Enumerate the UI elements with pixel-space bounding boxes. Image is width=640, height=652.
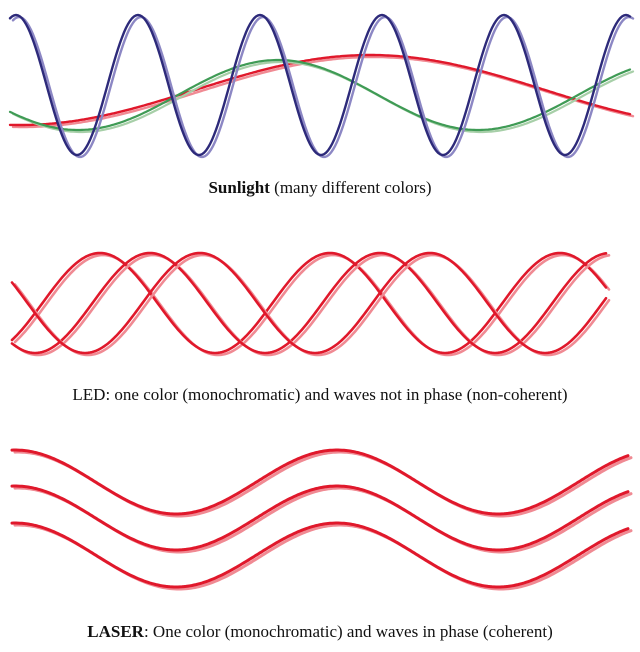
sunlight-green-wave <box>8 58 632 132</box>
led-waves <box>10 251 611 357</box>
led-caption-text: : one color (monochromatic) and waves no… <box>105 385 568 404</box>
sunlight-blue-wave <box>8 13 632 157</box>
led-wave-2 <box>10 251 608 355</box>
sunlight-caption: Sunlight (many different colors) <box>0 178 640 198</box>
led-wave-1 <box>10 251 608 355</box>
led-panel: LED: one color (monochromatic) and waves… <box>0 230 640 420</box>
laser-wave-1-shadow <box>13 450 633 518</box>
laser-panel: LASER: One color (monochromatic) and wav… <box>0 440 640 652</box>
led-wave-3 <box>10 251 608 355</box>
sunlight-caption-text: (many different colors) <box>269 178 432 197</box>
laser-wave-2 <box>10 484 630 552</box>
laser-wave-3-shadow <box>13 523 633 591</box>
led-wave-2-shadow <box>13 253 611 357</box>
laser-caption: LASER: One color (monochromatic) and wav… <box>0 622 640 642</box>
led-caption-bold: LED <box>72 385 106 404</box>
laser-caption-text: : One color (monochromatic) and waves in… <box>143 622 553 641</box>
laser-caption-bold: LASER <box>87 622 144 641</box>
laser-waves <box>10 448 633 591</box>
laser-wave-3 <box>10 521 630 589</box>
sunlight-blue-wave-shadow <box>11 15 635 159</box>
laser-wave-2-shadow <box>13 486 633 554</box>
sunlight-red-wave <box>8 53 632 127</box>
led-caption: LED: one color (monochromatic) and waves… <box>0 385 640 405</box>
laser-wave-1 <box>10 448 630 516</box>
sunlight-waves <box>8 13 635 159</box>
sunlight-caption-bold: Sunlight <box>208 178 270 197</box>
sunlight-panel: Sunlight (many different colors) <box>0 0 640 210</box>
